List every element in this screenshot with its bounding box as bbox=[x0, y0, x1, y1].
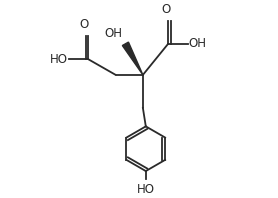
Text: OH: OH bbox=[188, 37, 207, 50]
Text: OH: OH bbox=[105, 27, 123, 40]
Polygon shape bbox=[122, 42, 143, 75]
Text: HO: HO bbox=[137, 183, 155, 196]
Text: O: O bbox=[162, 3, 171, 16]
Text: HO: HO bbox=[50, 53, 68, 66]
Text: O: O bbox=[79, 18, 88, 31]
